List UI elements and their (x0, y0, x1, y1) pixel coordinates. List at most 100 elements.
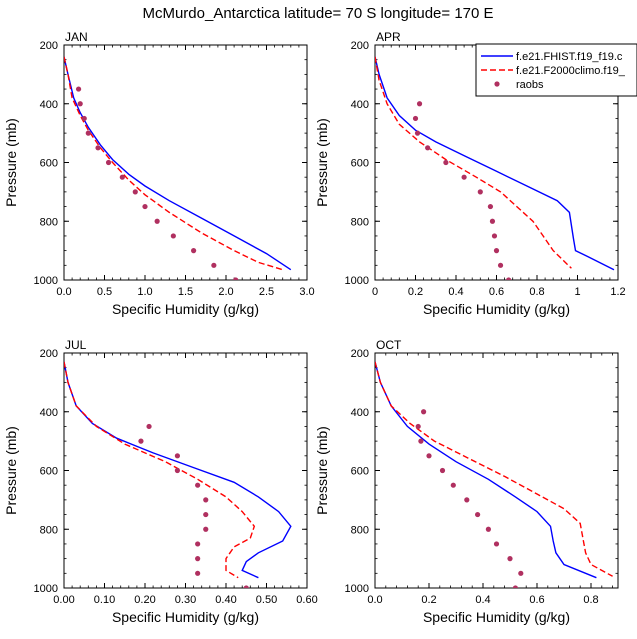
raobs-point-oct (464, 497, 470, 503)
x-tick-label-apr: 1 (574, 286, 580, 298)
f2000-line-oct (375, 361, 613, 577)
x-tick-label-oct: 0.0 (367, 594, 382, 606)
raobs-point-apr (487, 203, 494, 210)
raobs-point-jan (105, 159, 112, 166)
raobs-point-jan (77, 101, 83, 107)
f2000-line-jan (64, 56, 283, 271)
x-tick-label-jan: 0.0 (56, 286, 71, 298)
raobs-point-apr (416, 101, 423, 107)
raobs-point-jul (146, 423, 152, 430)
legend-marker-raobs (494, 81, 500, 87)
legend-label-raobs: raobs (516, 79, 544, 91)
y-axis-label-jan: Pressure (mb) (3, 118, 19, 207)
raobs-point-oct (421, 409, 427, 415)
fhist-line-apr (375, 56, 615, 271)
raobs-point-jul (195, 556, 201, 562)
x-tick-label-jul: 0.60 (296, 594, 317, 606)
x-tick-label-jul: 0.50 (256, 594, 277, 606)
x-tick-label-jan: 1.0 (137, 286, 152, 298)
y-tick-label-apr: 1000 (345, 275, 369, 287)
x-tick-label-jan: 1.5 (178, 286, 193, 298)
raobs-point-apr (414, 130, 421, 136)
y-tick-label-oct: 1000 (345, 583, 369, 595)
y-tick-label-jan: 600 (40, 158, 58, 170)
raobs-point-jan (75, 86, 82, 92)
x-tick-label-jan: 2.0 (218, 286, 233, 298)
raobs-point-apr (412, 115, 419, 122)
x-tick-label-oct: 0.8 (583, 594, 598, 606)
y-tick-label-jan: 800 (40, 216, 58, 228)
y-tick-label-oct: 200 (351, 348, 369, 360)
y-tick-label-jul: 1000 (34, 583, 58, 595)
raobs-point-jul (203, 497, 209, 503)
x-axis-label-oct: Specific Humidity (g/kg) (423, 609, 570, 625)
fhist-line-jan (64, 56, 292, 271)
y-axis-label-apr: Pressure (mb) (314, 118, 330, 207)
raobs-point-jul (174, 453, 180, 459)
y-tick-label-jul: 400 (40, 407, 58, 419)
raobs-point-oct (518, 570, 524, 576)
raobs-point-jul (195, 570, 201, 576)
y-tick-label-jul: 200 (40, 348, 58, 360)
y-tick-label-apr: 800 (351, 216, 369, 228)
y-tick-label-oct: 400 (351, 407, 369, 419)
x-tick-label-apr: 0.8 (529, 286, 544, 298)
y-tick-label-jul: 800 (40, 524, 58, 536)
panel-label-jan: JAN (65, 30, 88, 44)
f2000-line-jul (64, 361, 256, 579)
plot-frame-jan (63, 44, 308, 281)
raobs-point-jul (195, 482, 201, 488)
figure-title: McMurdo_Antarctica latitude= 70 S longit… (142, 5, 493, 22)
panel-label-oct: OCT (376, 338, 402, 352)
y-tick-label-jan: 400 (40, 99, 58, 111)
x-tick-label-jul: 0.20 (134, 594, 155, 606)
panel-apr: 0 0.2 0.4 0.6 0.8 1 1.2 200 400 600 800 1000 APR Spec… (314, 30, 626, 317)
y-axis-label-oct: Pressure (mb) (314, 426, 330, 515)
raobs-point-jan (191, 248, 197, 254)
x-tick-label-jul: 0.10 (94, 594, 115, 606)
raobs-point-apr (461, 174, 467, 180)
raobs-point-jul (138, 438, 144, 444)
raobs-point-oct (415, 423, 421, 430)
x-axis-label-jul: Specific Humidity (g/kg) (112, 609, 259, 625)
raobs-point-oct (475, 511, 481, 518)
x-tick-label-jan: 3.0 (299, 286, 314, 298)
raobs-point-jan (142, 203, 148, 210)
raobs-point-jan (154, 218, 160, 224)
raobs-point-oct (512, 585, 518, 588)
x-tick-label-oct: 0.6 (529, 594, 544, 606)
raobs-point-oct (507, 556, 513, 562)
legend: f.e21.FHIST.f19_f19.c f.e21.F2000climo.f… (475, 43, 637, 97)
raobs-point-jul (243, 585, 249, 588)
panel-label-jul: JUL (65, 338, 87, 352)
raobs-point-jan (211, 262, 217, 268)
raobs-point-oct (426, 453, 432, 459)
x-tick-label-jul: 0.40 (215, 594, 236, 606)
x-tick-label-apr: 0.6 (489, 286, 504, 298)
raobs-point-jul (203, 526, 209, 532)
raobs-point-jul (195, 541, 201, 547)
raobs-point-jan (233, 277, 239, 280)
x-tick-label-jul: 0.30 (175, 594, 196, 606)
legend-label-model1: f.e21.FHIST.f19_f19.c (516, 51, 623, 63)
raobs-point-jan (132, 189, 138, 195)
raobs-point-apr (443, 159, 449, 166)
y-tick-label-apr: 200 (351, 40, 369, 52)
panel-oct: 0.0 0.2 0.4 0.6 0.8 200 400 600 800 1000 OCT Specif… (314, 338, 619, 625)
y-tick-label-jul: 600 (40, 466, 58, 478)
x-tick-label-jul: 0.00 (53, 594, 74, 606)
raobs-point-jan (81, 115, 87, 122)
raobs-point-oct (439, 467, 446, 474)
y-tick-label-jan: 1000 (34, 275, 58, 287)
x-tick-label-apr: 0.4 (448, 286, 463, 298)
y-tick-label-apr: 400 (351, 99, 369, 111)
legend-label-model2: f.e21.F2000climo.f19_ (516, 65, 626, 77)
raobs-point-apr (489, 218, 496, 224)
f2000-line-apr (375, 56, 572, 269)
raobs-point-jan (119, 174, 125, 180)
plot-frame-oct (374, 352, 619, 589)
raobs-point-jan (95, 145, 101, 151)
x-tick-label-oct: 0.2 (421, 594, 436, 606)
raobs-point-jan (170, 233, 176, 239)
